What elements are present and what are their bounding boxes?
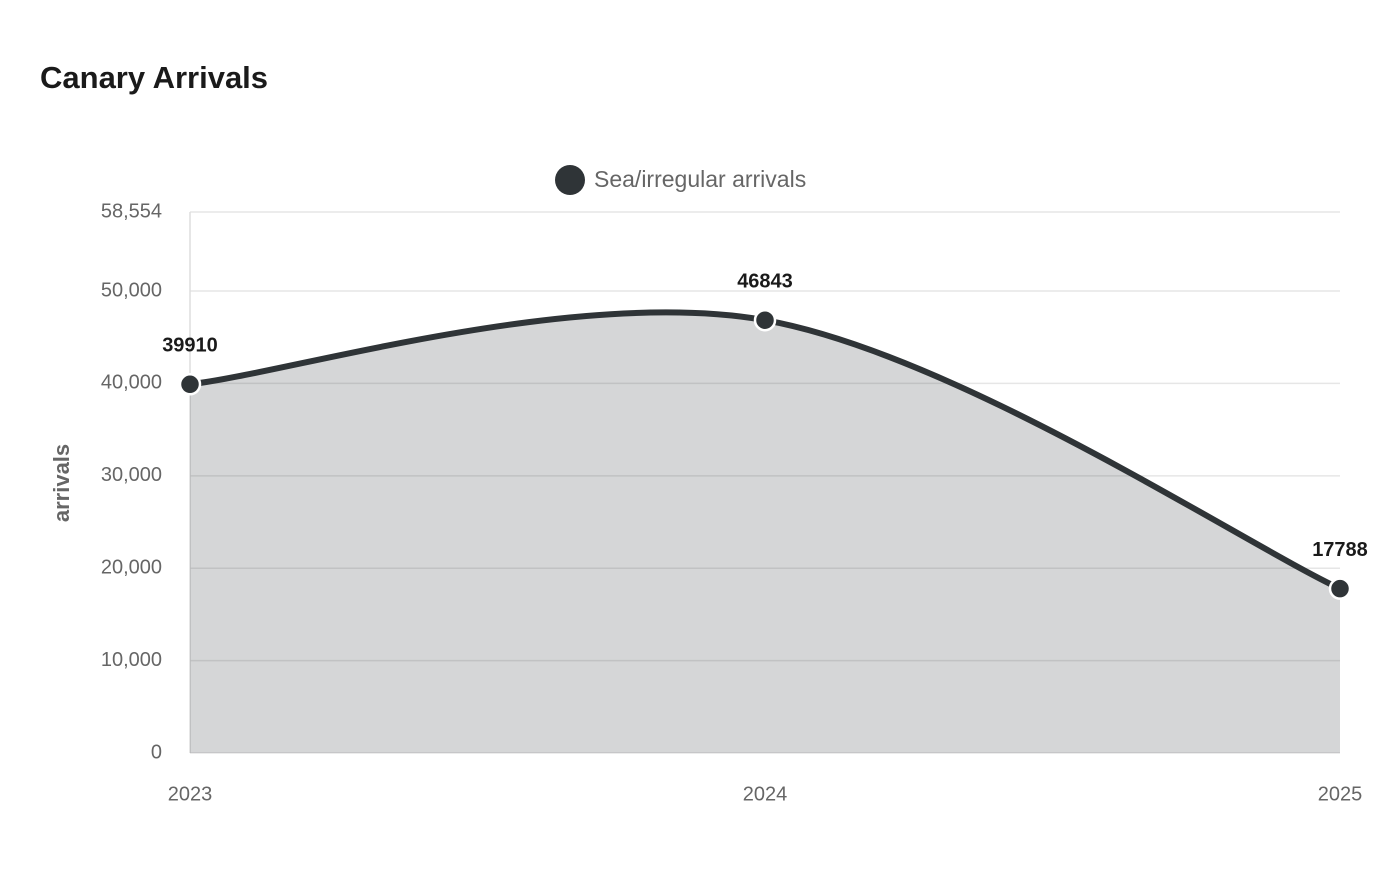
chart-title: Canary Arrivals [40, 60, 268, 95]
legend-label: Sea/irregular arrivals [594, 166, 806, 192]
y-axis-title: arrivals [49, 444, 74, 522]
data-point [178, 373, 202, 396]
data-label: 17788 [1312, 539, 1368, 561]
y-tick-label: 40,000 [101, 372, 162, 394]
y-tick-label: 0 [151, 741, 162, 763]
y-tick-label: 50,000 [101, 279, 162, 301]
x-tick-label: 2025 [1318, 783, 1363, 805]
y-tick-label: 58,554 [101, 200, 162, 222]
y-tick-label: 30,000 [101, 464, 162, 486]
x-tick-label: 2024 [743, 783, 788, 805]
y-tick-label: 10,000 [101, 649, 162, 671]
area-fill [190, 312, 1340, 753]
data-point [753, 308, 777, 332]
data-label: 46843 [737, 270, 793, 292]
data-point [1328, 577, 1352, 600]
y-tick-label: 20,000 [101, 556, 162, 578]
data-label: 39910 [162, 335, 218, 357]
legend-marker [555, 165, 585, 195]
x-tick-label: 2023 [168, 783, 213, 805]
